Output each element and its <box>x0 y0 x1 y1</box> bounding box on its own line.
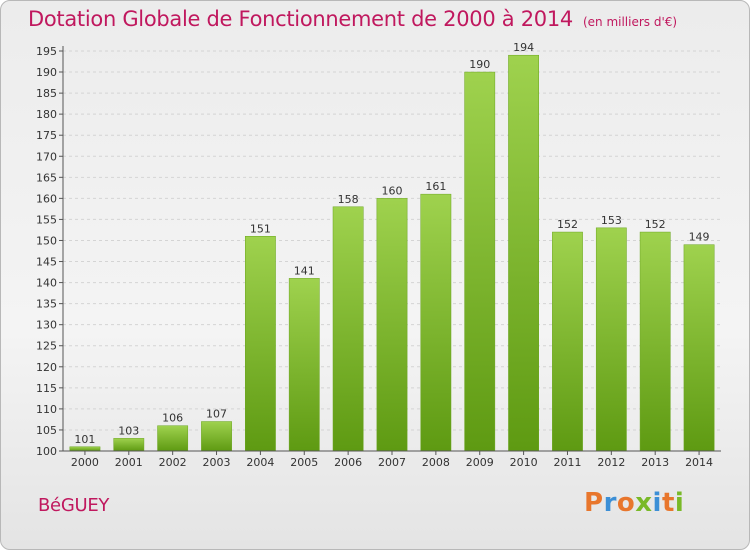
y-tick-label: 105 <box>36 424 57 437</box>
city-name: BéGUEY <box>38 495 110 516</box>
bar-value-label: 149 <box>689 231 710 244</box>
proxiti-logo[interactable]: Proxiti <box>584 488 684 518</box>
y-tick-label: 130 <box>36 319 57 332</box>
y-tick-label: 195 <box>36 45 57 58</box>
y-tick-label: 115 <box>36 382 57 395</box>
bar[interactable] <box>552 231 583 452</box>
x-tick-label: 2002 <box>159 456 187 469</box>
y-tick-label: 175 <box>36 129 57 142</box>
logo-letter: x <box>635 488 653 518</box>
x-tick-label: 2011 <box>553 456 581 469</box>
y-tick-label: 120 <box>36 361 57 374</box>
x-tick-label: 2007 <box>378 456 406 469</box>
x-tick-label: 2001 <box>115 456 143 469</box>
x-tick-label: 2013 <box>641 456 669 469</box>
bar-value-label: 160 <box>382 184 403 197</box>
bar-value-label: 141 <box>294 264 315 277</box>
bar-value-label: 151 <box>250 222 271 235</box>
x-tick-label: 2003 <box>203 456 231 469</box>
labels: 100 105 110 115 120 125 130 135 140 145 150 155 160 1… <box>36 41 713 469</box>
y-tick-label: 170 <box>36 150 57 163</box>
bar[interactable] <box>288 278 320 452</box>
x-tick-label: 2000 <box>71 456 99 469</box>
title-row: Dotation Globale de Fonctionnement de 20… <box>28 7 677 31</box>
x-tick-label: 2010 <box>510 456 538 469</box>
logo-letter: P <box>584 488 604 518</box>
bar[interactable] <box>376 198 408 452</box>
bar[interactable] <box>157 425 189 452</box>
chart-unit: (en milliers d'€) <box>582 15 678 29</box>
y-tick-label: 100 <box>36 445 57 458</box>
bar[interactable] <box>69 446 101 452</box>
bar[interactable] <box>639 231 671 452</box>
y-tick-label: 125 <box>36 340 57 353</box>
bar-value-label: 101 <box>74 433 95 446</box>
bar-value-label: 107 <box>206 408 227 421</box>
y-tick-label: 155 <box>36 213 57 226</box>
y-tick-label: 145 <box>36 256 57 269</box>
bar-value-label: 194 <box>513 41 534 54</box>
y-tick-label: 140 <box>36 277 57 290</box>
y-tick-label: 110 <box>36 403 57 416</box>
bar[interactable] <box>464 71 496 452</box>
y-tick-label: 150 <box>36 234 57 247</box>
bar-value-label: 153 <box>601 214 622 227</box>
bar[interactable] <box>245 236 276 452</box>
bar[interactable] <box>332 206 364 452</box>
logo-letter: i <box>652 488 662 518</box>
x-tick-label: 2006 <box>334 456 362 469</box>
bar-value-label: 158 <box>338 193 359 206</box>
bar-value-label: 152 <box>557 218 578 231</box>
y-tick-label: 190 <box>36 66 57 79</box>
bar[interactable] <box>508 54 539 452</box>
x-tick-label: 2014 <box>685 456 713 469</box>
logo-letter: i <box>674 488 685 518</box>
x-tick-label: 2004 <box>246 456 274 469</box>
bar-value-label: 106 <box>162 412 183 425</box>
bars <box>69 54 715 452</box>
x-tick-label: 2008 <box>422 456 450 469</box>
y-tick-label: 135 <box>36 298 57 311</box>
bar[interactable] <box>201 421 232 452</box>
y-tick-label: 165 <box>36 171 57 184</box>
y-tick-label: 185 <box>36 87 57 100</box>
x-tick-label: 2005 <box>290 456 318 469</box>
bar[interactable] <box>420 193 452 452</box>
chart-title: Dotation Globale de Fonctionnement de 20… <box>28 7 573 31</box>
bar[interactable] <box>595 227 627 452</box>
bar-value-label: 161 <box>425 180 446 193</box>
bar[interactable] <box>683 244 715 452</box>
bar-value-label: 190 <box>469 58 490 71</box>
bar-value-label: 103 <box>118 424 139 437</box>
bar-value-label: 152 <box>645 218 666 231</box>
y-tick-label: 160 <box>36 192 57 205</box>
logo-letter: r <box>603 488 617 518</box>
logo-letter: t <box>661 488 675 518</box>
x-tick-label: 2012 <box>597 456 625 469</box>
axes <box>59 46 721 455</box>
y-tick-label: 180 <box>36 108 57 121</box>
logo-letter: o <box>616 488 636 518</box>
x-tick-label: 2009 <box>466 456 494 469</box>
bar[interactable] <box>113 438 145 452</box>
